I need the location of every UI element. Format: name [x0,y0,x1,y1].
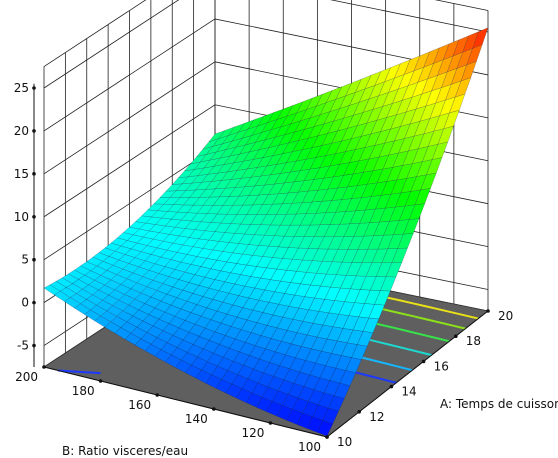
a-tick-mark [389,384,394,389]
b-tick-mark [98,379,103,383]
b-tick-label: 160 [128,398,151,412]
z-tick-label: 10 [14,210,29,224]
axes: -5 0 5 10 15 20 25 100 120 140 160 180 200 10 12 14 16 18… [14,81,558,458]
surface-patch [208,130,226,143]
wall-grid-line [43,0,489,67]
a-tick-label: 18 [466,334,481,348]
wall-grid-line [43,18,489,132]
a-tick-mark [486,309,490,313]
b-axis-title: B: Ratio visceres/eau [62,444,188,458]
a-tick-label: 12 [369,410,384,424]
z-tick-mark [32,214,36,219]
a-axis-title: A: Temps de cuisson [440,397,558,411]
b-tick-mark [268,421,273,425]
b-tick-label: 120 [241,426,264,440]
z-tick-label: 20 [14,124,29,138]
z-tick-mark [32,343,36,348]
a-tick-label: 14 [401,385,416,399]
b-tick-mark [212,407,216,411]
z-tick-label: 0 [21,296,29,310]
b-tick-label: 180 [72,384,95,398]
a-tick-mark [454,334,458,339]
b-tick-mark [155,393,159,397]
a-tick-label: 20 [498,309,513,323]
z-tick-mark [32,86,36,90]
b-tick-label: 140 [185,412,208,426]
a-tick-label: 16 [434,359,449,373]
z-tick-label: 15 [14,167,29,181]
a-tick-label: 10 [337,435,352,449]
a-tick-mark [325,435,329,439]
z-tick-label: 25 [14,81,29,95]
a-tick-mark [421,359,426,364]
b-tick-label: 100 [298,440,321,454]
b-tick-label: 200 [15,370,38,384]
z-tick-mark [32,172,36,176]
z-tick-label: 5 [21,253,29,267]
z-tick-label: -5 [17,339,29,353]
a-axis-line [326,310,489,438]
b-tick-mark [42,365,46,369]
z-tick-mark [32,129,36,133]
z-tick-mark [32,300,36,305]
a-tick-mark [357,410,362,414]
z-tick-mark [32,257,36,262]
wall-grid-line [43,0,489,89]
floor-contour-line [58,369,101,375]
b-axis-line [43,366,328,438]
response-surface [43,27,489,437]
